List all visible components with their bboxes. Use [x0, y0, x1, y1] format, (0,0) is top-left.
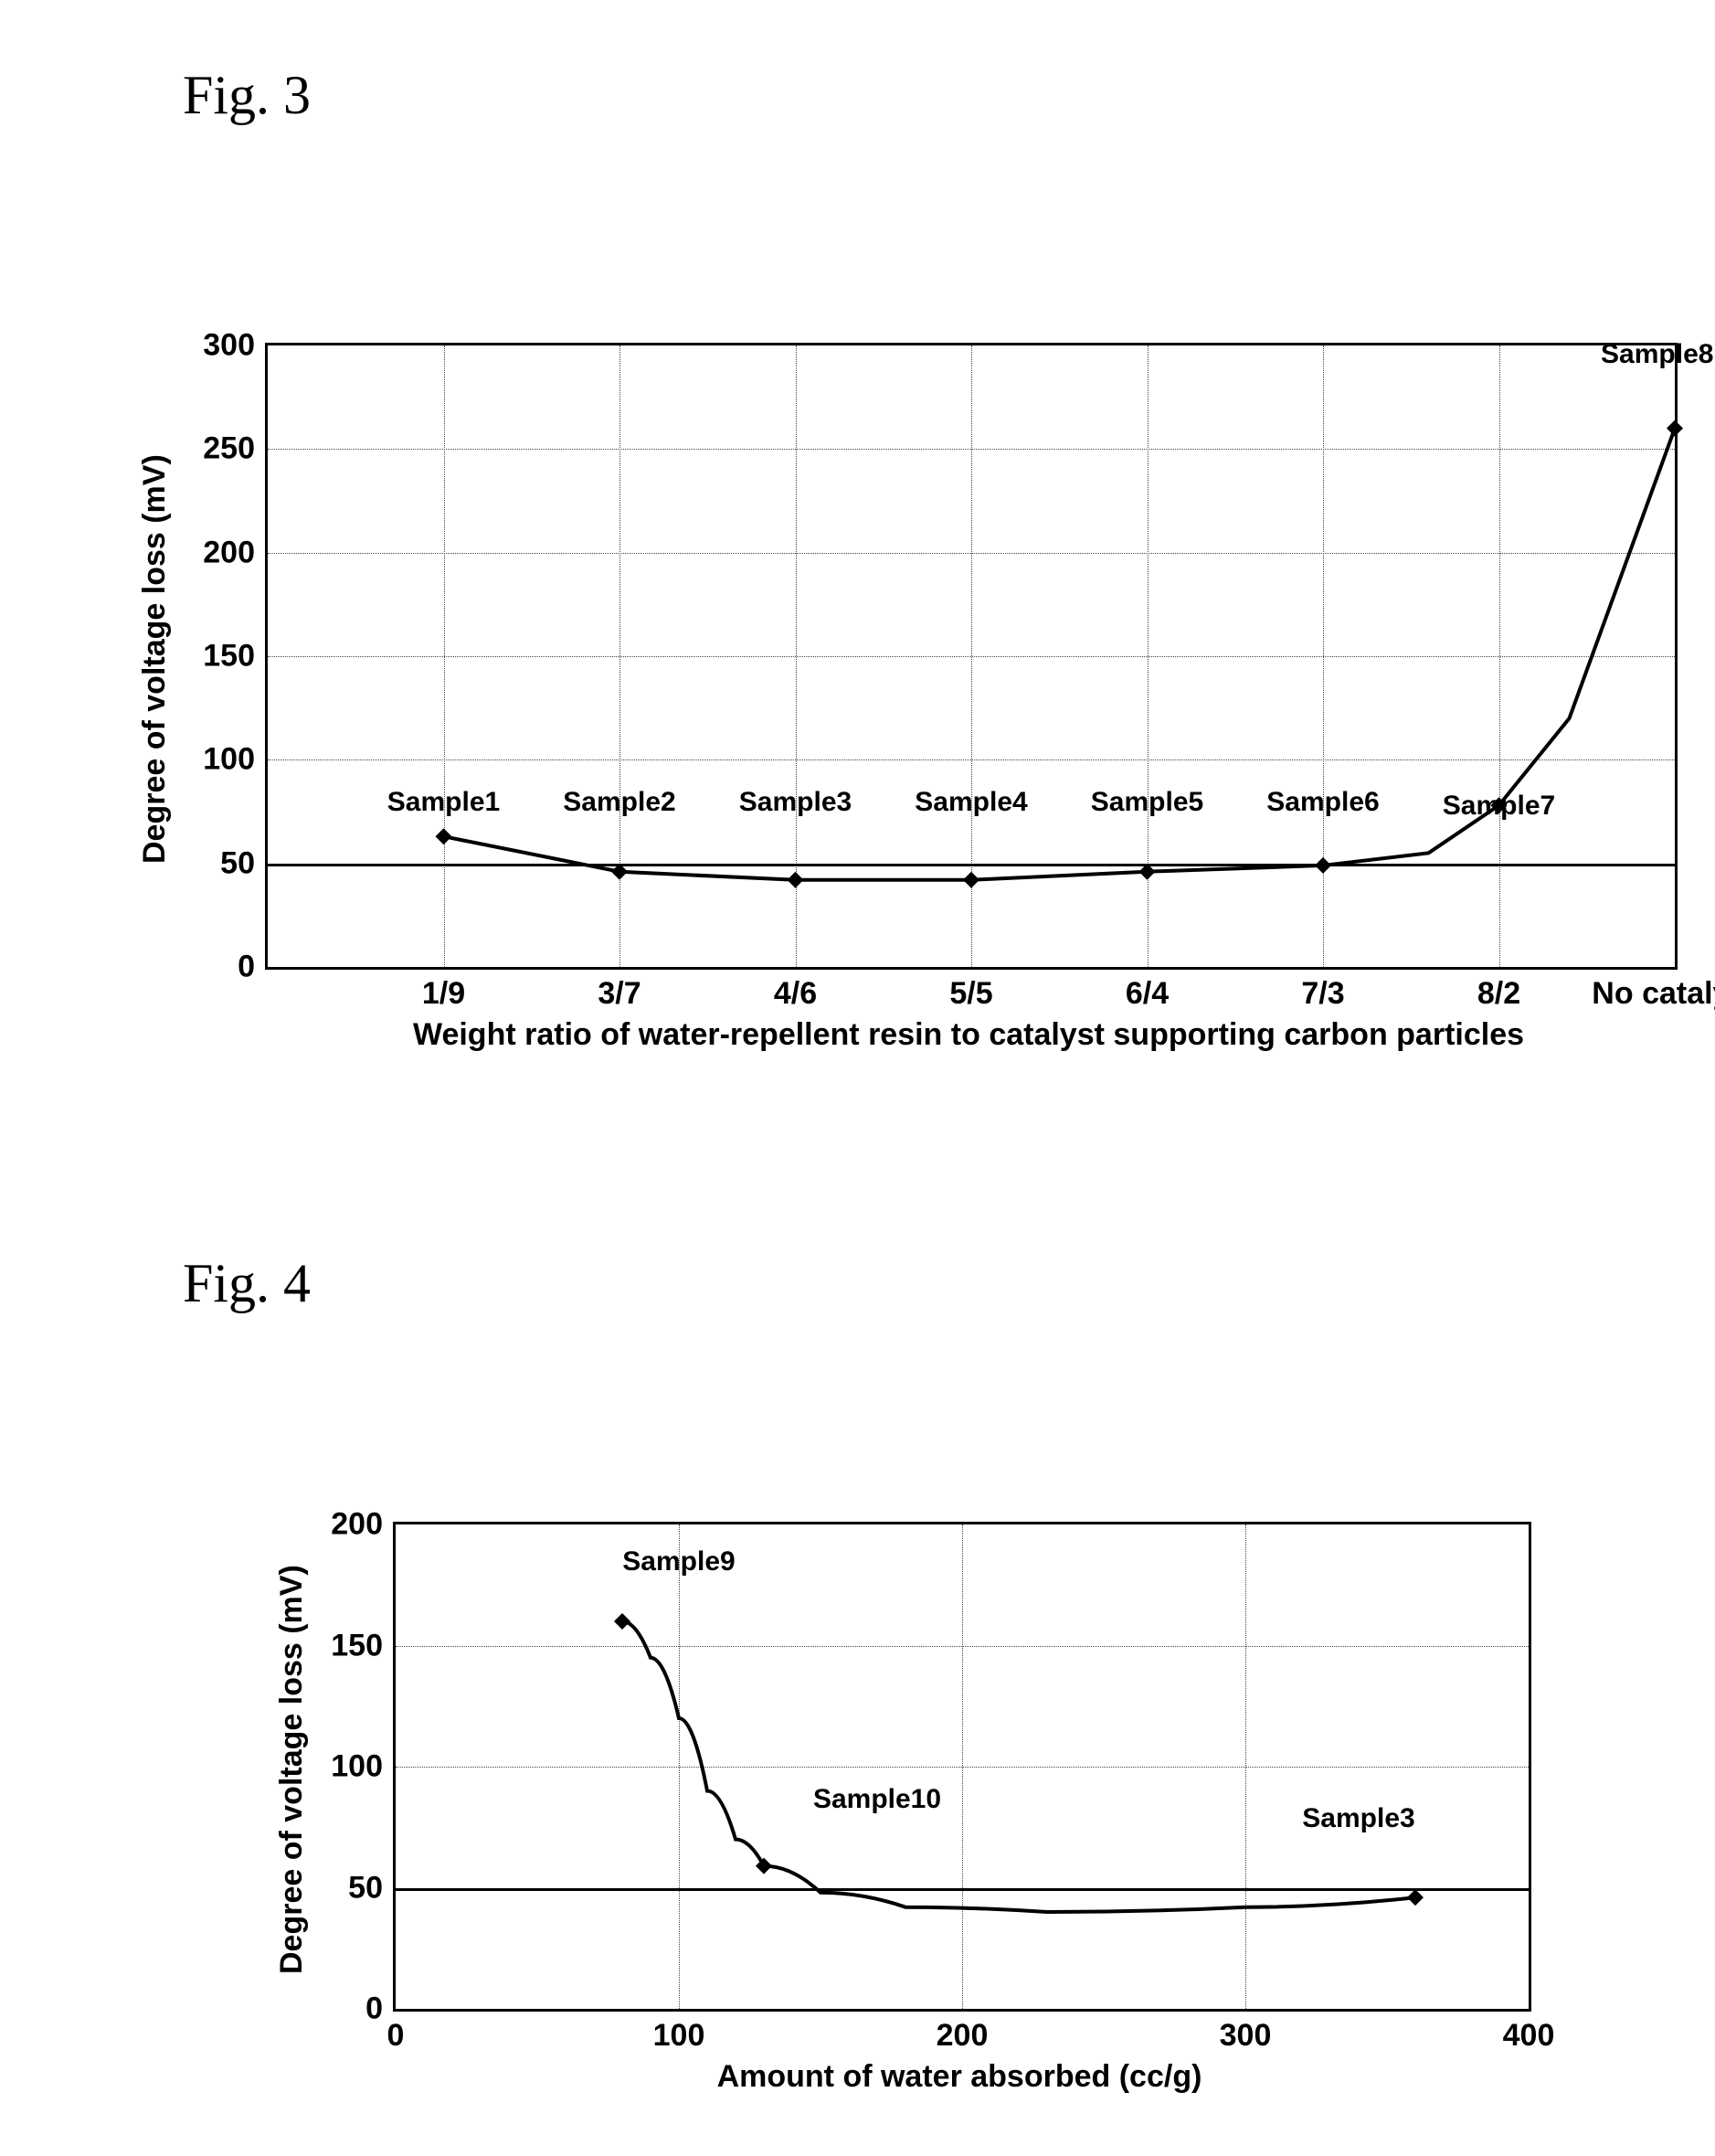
- x-tick-label: 4/6: [774, 976, 817, 1012]
- data-point: [963, 872, 979, 888]
- y-tick-label: 50: [220, 845, 255, 881]
- y-tick-label: 200: [203, 535, 255, 570]
- x-tick-label: 3/7: [598, 976, 640, 1012]
- series-line: [622, 1621, 1415, 1912]
- y-tick-label: 150: [331, 1628, 383, 1663]
- y-tick-label: 300: [203, 328, 255, 364]
- fig3-plot: 0501001502002503001/93/74/65/56/47/38/2N…: [265, 343, 1678, 970]
- y-tick-label: 0: [365, 1991, 383, 2027]
- x-tick-label: No catalyst: [1592, 976, 1715, 1012]
- y-axis-label: Degree of voltage loss (mV): [274, 1565, 310, 1974]
- y-tick-label: 50: [348, 1870, 383, 1906]
- x-tick-label: 1/9: [422, 976, 465, 1012]
- fig3-title: Fig. 3: [183, 64, 311, 127]
- x-tick-label: 200: [937, 2018, 989, 2054]
- series-svg: [396, 1524, 1529, 2009]
- series-line: [444, 429, 1676, 880]
- data-point: [1407, 1889, 1424, 1906]
- fig4-plot: 0501001502000100200300400Sample9Sample10…: [393, 1522, 1531, 2012]
- data-point: [611, 864, 628, 880]
- x-tick-label: 400: [1503, 2018, 1555, 2054]
- y-tick-label: 0: [238, 950, 255, 985]
- data-point: [1139, 864, 1156, 880]
- y-tick-label: 100: [203, 742, 255, 778]
- x-tick-label: 7/3: [1301, 976, 1344, 1012]
- x-tick-label: 0: [387, 2018, 405, 2054]
- fig4-title: Fig. 4: [183, 1252, 311, 1315]
- x-tick-label: 300: [1220, 2018, 1272, 2054]
- data-point: [756, 1858, 772, 1875]
- y-tick-label: 150: [203, 639, 255, 674]
- data-point: [1315, 857, 1331, 874]
- x-axis-label: Amount of water absorbed (cc/g): [717, 2059, 1202, 2095]
- y-tick-label: 250: [203, 431, 255, 467]
- y-tick-label: 200: [331, 1507, 383, 1543]
- x-axis-label: Weight ratio of water-repellent resin to…: [413, 1017, 1524, 1053]
- y-tick-label: 100: [331, 1749, 383, 1785]
- x-tick-label: 6/4: [1126, 976, 1169, 1012]
- x-tick-label: 5/5: [949, 976, 992, 1012]
- y-axis-label: Degree of voltage loss (mV): [137, 454, 173, 864]
- x-tick-label: 100: [653, 2018, 705, 2054]
- x-tick-label: 8/2: [1477, 976, 1520, 1012]
- series-svg: [268, 345, 1675, 967]
- data-point: [788, 872, 804, 888]
- data-point: [436, 828, 452, 844]
- data-point: [614, 1613, 630, 1630]
- data-point: [1667, 420, 1683, 437]
